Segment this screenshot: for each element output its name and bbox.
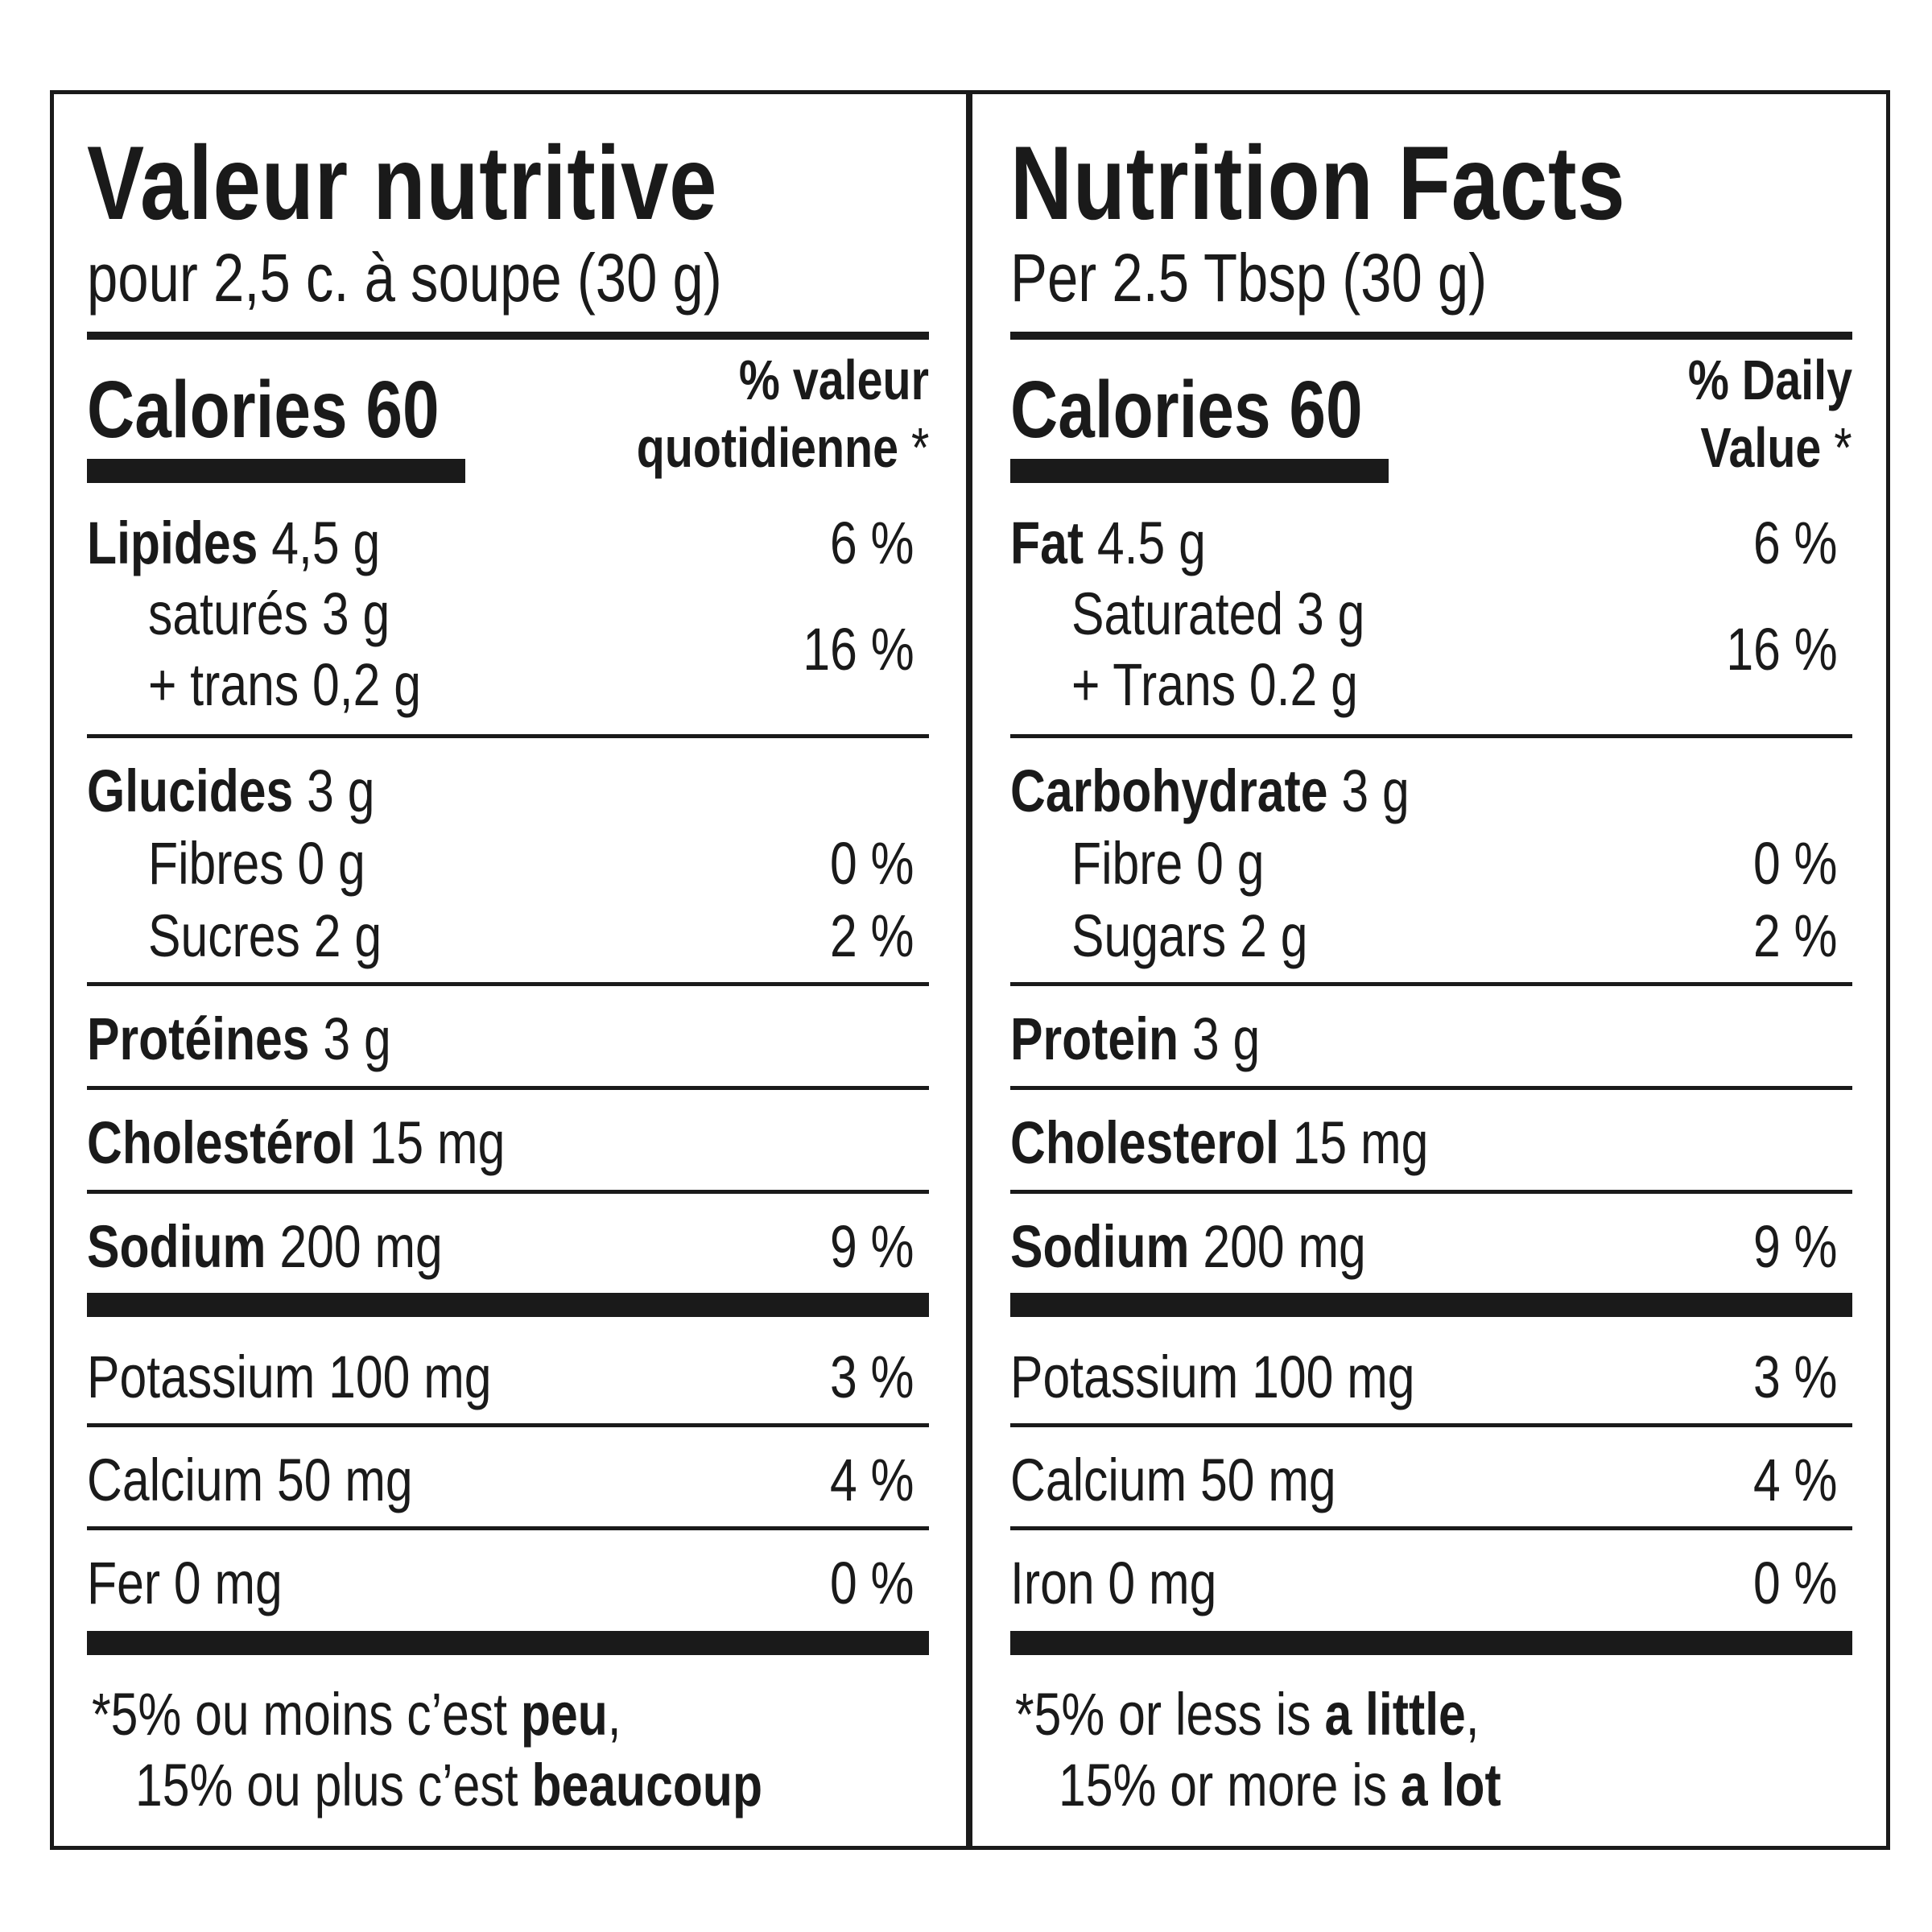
rule-thin	[87, 1423, 929, 1427]
panel-title: Valeur nutritive	[87, 124, 718, 242]
rule-thick	[1010, 332, 1852, 340]
iron-row: Fer 0 mg	[87, 1550, 283, 1616]
rule-thin	[87, 1190, 929, 1194]
rule-thin	[1010, 1190, 1852, 1194]
potassium-row: Potassium 100 mg	[1010, 1344, 1415, 1410]
protein-row: Protéines 3 g	[87, 1005, 391, 1072]
rule-heavy	[87, 1631, 929, 1655]
panel-english: Nutrition Facts Per 2.5 Tbsp (30 g) Calo…	[1010, 90, 1852, 1850]
footnote: *5% ou moins c’est peu, 15% ou plus c’es…	[92, 1681, 763, 1818]
rule-thin	[87, 982, 929, 986]
sat-trans-pct: 16 %	[1726, 616, 1838, 683]
carb-row: Glucides 3 g	[87, 758, 375, 824]
fat-pct: 6 %	[1753, 510, 1838, 576]
calories-bar	[1010, 459, 1389, 483]
sat-trans-pct: 16 %	[803, 616, 914, 683]
cholesterol-row: Cholesterol 15 mg	[1010, 1109, 1429, 1176]
daily-value-header: % valeur quotidienne *	[636, 349, 929, 479]
sodium-row: Sodium 200 mg	[1010, 1213, 1366, 1280]
iron-pct: 0 %	[830, 1550, 914, 1616]
sodium-row: Sodium 200 mg	[87, 1213, 443, 1280]
sugars-pct: 2 %	[830, 902, 914, 969]
rule-thin	[87, 1086, 929, 1090]
rule-thin	[87, 734, 929, 738]
trans-row: + trans 0,2 g	[148, 651, 422, 718]
rule-thin	[1010, 1423, 1852, 1427]
iron-row: Iron 0 mg	[1010, 1550, 1217, 1616]
potassium-row: Potassium 100 mg	[87, 1344, 492, 1410]
calories: Calories 60	[87, 365, 440, 455]
saturated-row: saturés 3 g	[148, 580, 390, 647]
protein-row: Protein 3 g	[1010, 1005, 1261, 1072]
saturated-row: Saturated 3 g	[1071, 580, 1365, 647]
rule-thin	[1010, 1526, 1852, 1530]
calories-bar	[87, 459, 465, 483]
serving-size: pour 2,5 c. à soupe (30 g)	[87, 240, 722, 316]
fat-row: Fat 4.5 g	[1010, 510, 1206, 576]
trans-row: + Trans 0.2 g	[1071, 651, 1358, 718]
sodium-pct: 9 %	[830, 1213, 914, 1280]
rule-thin	[87, 1526, 929, 1530]
footnote: *5% or less is a little, 15% or more is …	[1015, 1681, 1501, 1818]
calcium-pct: 4 %	[830, 1447, 914, 1513]
calories: Calories 60	[1010, 365, 1363, 455]
sugars-pct: 2 %	[1753, 902, 1838, 969]
serving-size: Per 2.5 Tbsp (30 g)	[1010, 240, 1488, 316]
potassium-pct: 3 %	[830, 1344, 914, 1410]
calcium-pct: 4 %	[1753, 1447, 1838, 1513]
calcium-row: Calcium 50 mg	[87, 1447, 413, 1513]
fat-row: Lipides 4,5 g	[87, 510, 381, 576]
sodium-pct: 9 %	[1753, 1213, 1838, 1280]
rule-thin	[1010, 982, 1852, 986]
calcium-row: Calcium 50 mg	[1010, 1447, 1336, 1513]
sugars-row: Sugars 2 g	[1071, 902, 1308, 969]
rule-heavy	[1010, 1293, 1852, 1317]
fibre-row: Fibre 0 g	[1071, 830, 1265, 897]
fibre-pct: 0 %	[830, 830, 914, 897]
fat-pct: 6 %	[830, 510, 914, 576]
carb-row: Carbohydrate 3 g	[1010, 758, 1410, 824]
fibre-row: Fibres 0 g	[148, 830, 365, 897]
rule-thin	[1010, 1086, 1852, 1090]
panel-divider	[966, 90, 972, 1850]
potassium-pct: 3 %	[1753, 1344, 1838, 1410]
sugars-row: Sucres 2 g	[148, 902, 382, 969]
cholesterol-row: Cholestérol 15 mg	[87, 1109, 506, 1176]
iron-pct: 0 %	[1753, 1550, 1838, 1616]
rule-thin	[1010, 734, 1852, 738]
daily-value-header: % Daily Value *	[1687, 349, 1852, 479]
rule-thick	[87, 332, 929, 340]
panel-french: Valeur nutritive pour 2,5 c. à soupe (30…	[87, 90, 929, 1850]
rule-heavy	[87, 1293, 929, 1317]
rule-heavy	[1010, 1631, 1852, 1655]
panel-title: Nutrition Facts	[1010, 124, 1626, 242]
fibre-pct: 0 %	[1753, 830, 1838, 897]
